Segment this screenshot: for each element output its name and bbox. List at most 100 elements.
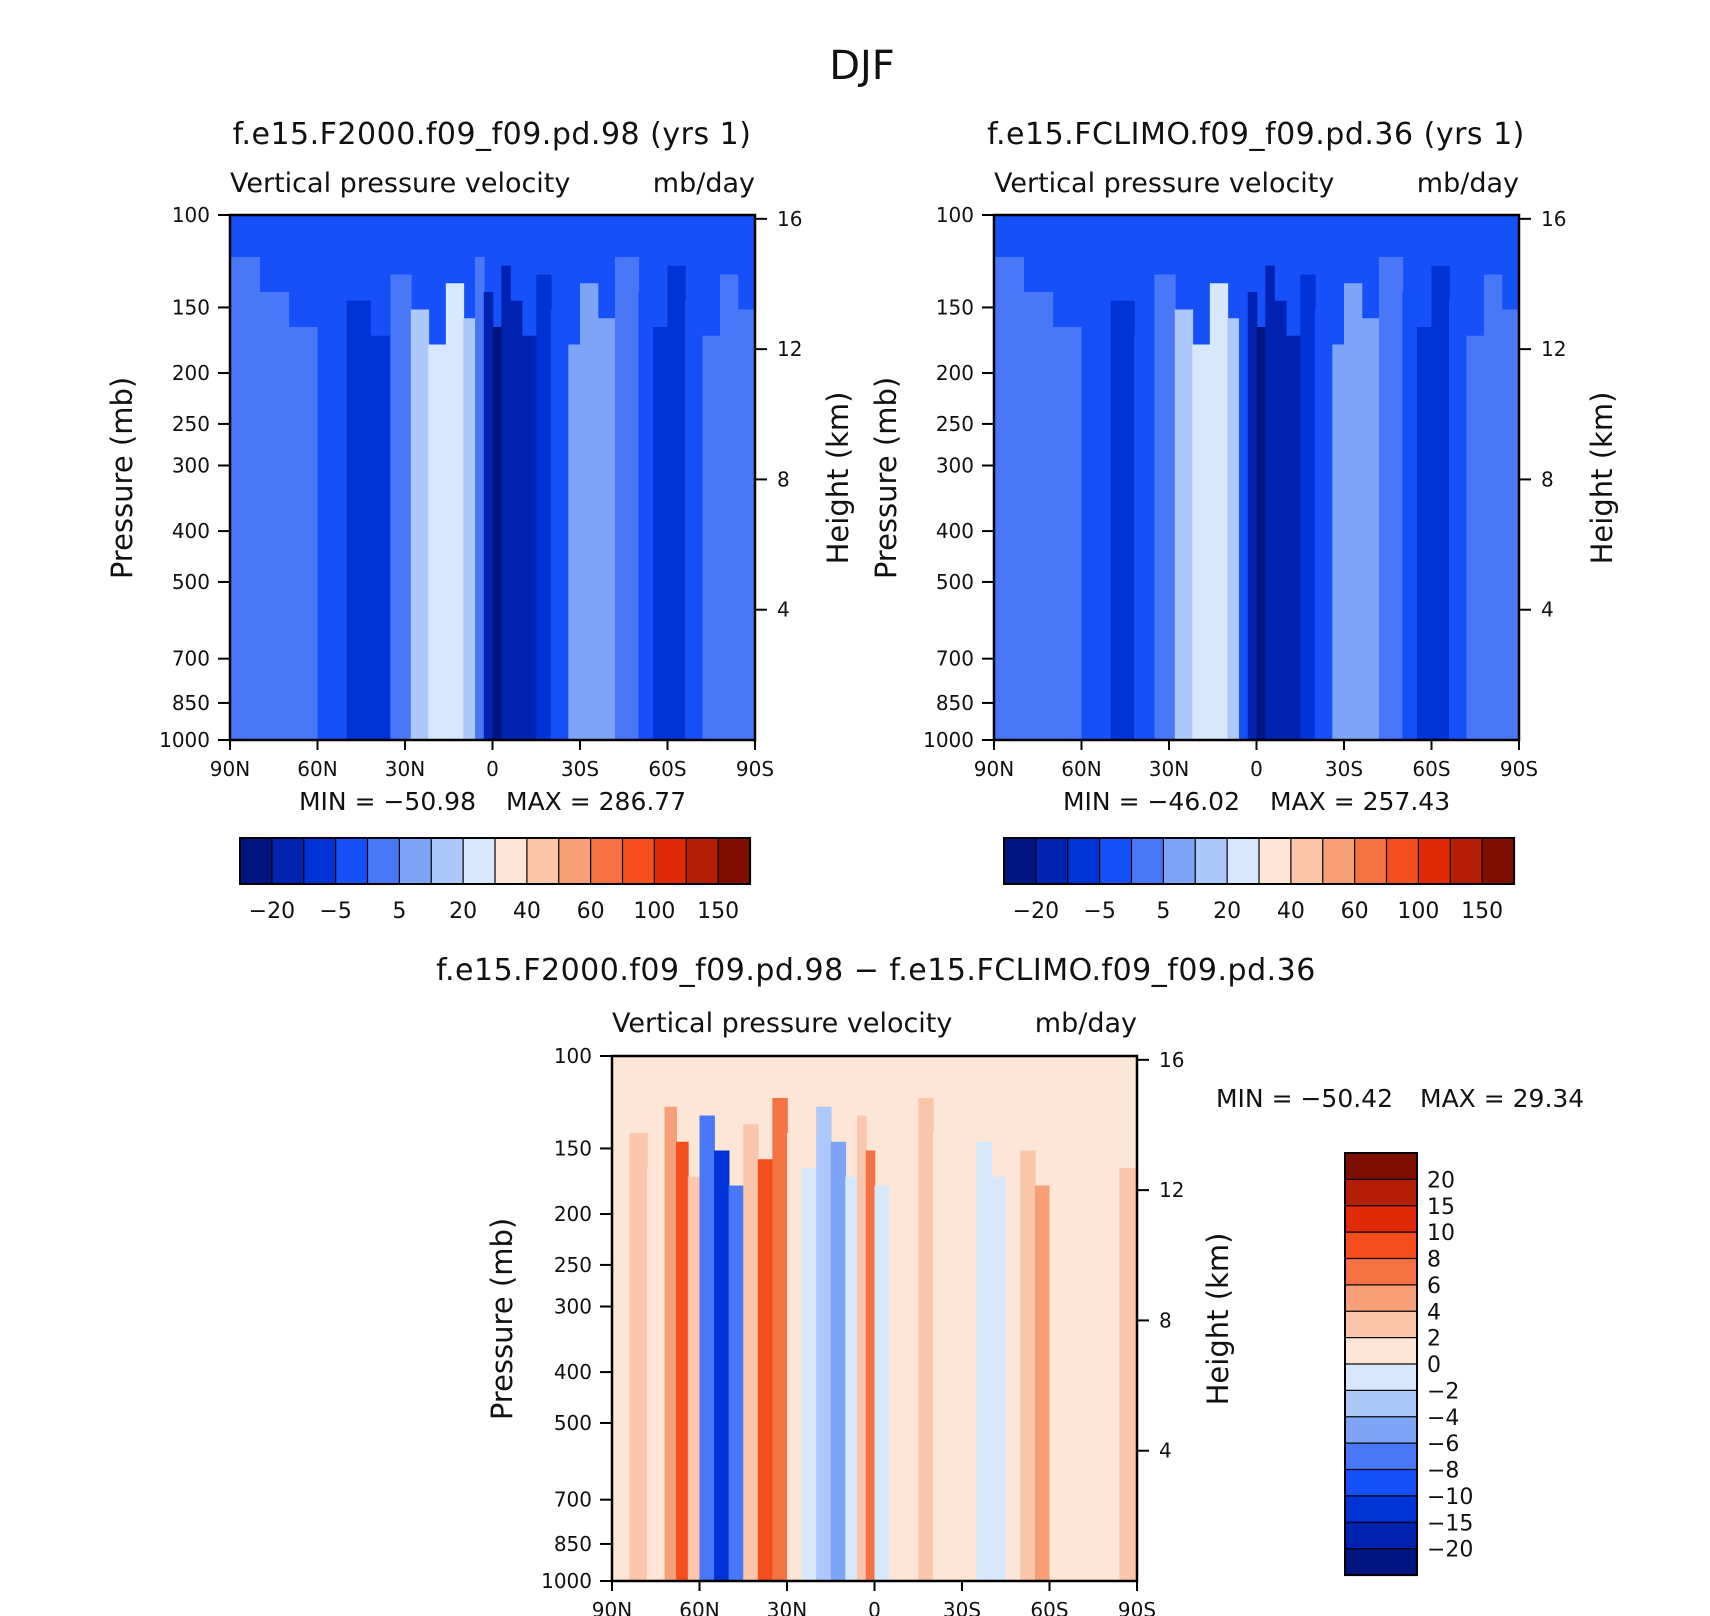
pressure-tick-label: 200 [554, 1202, 592, 1226]
colorbar-box [462, 837, 497, 885]
contour-band [801, 1168, 817, 1581]
colorbar: −20 −5 5 20 40 60 100 150 [239, 837, 752, 924]
colorbar-label: 8 [1427, 1248, 1441, 1273]
latitude-tick-label: 30S [561, 757, 599, 781]
contour-band [1416, 327, 1433, 740]
latitude-tick-label: 90N [592, 1598, 632, 1616]
colorbar-label: −15 [1427, 1511, 1473, 1536]
pressure-tick-label: 300 [936, 453, 974, 477]
contour-band [976, 1141, 992, 1581]
latitude-axis: 90N 60N 30N 0 30S 60S 90S [592, 1581, 1156, 1616]
contour-band [1209, 283, 1229, 740]
contour-band [1484, 274, 1503, 740]
colorbar-box [1099, 837, 1133, 885]
contour-band [1449, 300, 1468, 740]
panel-units: mb/day [1035, 1008, 1137, 1039]
pressure-tick-label: 500 [554, 1411, 592, 1435]
contour-band [568, 344, 581, 740]
colorbar-box [590, 837, 624, 885]
latitude-tick-label: 90N [210, 757, 250, 781]
contour-band [737, 309, 755, 740]
contour-band [1081, 265, 1112, 740]
pressure-tick-label: 100 [172, 203, 210, 227]
contour-band [1265, 265, 1275, 740]
contour-band [629, 1133, 648, 1581]
contour-band [676, 1141, 689, 1581]
contour-band [1005, 1115, 1022, 1581]
colorbar-label: 100 [633, 899, 675, 924]
height-tick-label: 16 [1541, 207, 1566, 231]
contour-band [370, 335, 392, 740]
contour-band [580, 283, 599, 740]
contour-band [1300, 274, 1316, 740]
y-axis-label: Pressure (mb) [105, 377, 139, 579]
panel-units: mb/day [1417, 168, 1519, 199]
colorbar-box [717, 837, 752, 885]
contour-band [638, 292, 654, 740]
colorbar-box [1194, 837, 1229, 885]
contour-band [932, 1133, 949, 1581]
colorbar-frame [239, 837, 751, 885]
colorbar-label: 10 [1427, 1221, 1455, 1246]
colorbar-box [303, 837, 337, 885]
contour-band [889, 1124, 905, 1581]
colorbar-label: −20 [1013, 899, 1059, 924]
contour-band [772, 1098, 788, 1581]
contour-band [728, 1185, 745, 1581]
height-tick-label: 12 [777, 337, 802, 361]
colorbar-box [1290, 837, 1324, 885]
latitude-tick-label: 0 [868, 1598, 881, 1616]
panel-f2000: f.e15.F2000.f09_f09.pd.98 (yrs 1) Vertic… [105, 117, 855, 924]
contour-band [410, 309, 430, 740]
colorbar-box [1344, 1152, 1418, 1181]
pressure-tick-label: 700 [936, 647, 974, 671]
max-label: MAX = 257.43 [1270, 787, 1450, 816]
pressure-tick-label: 150 [554, 1136, 592, 1160]
colorbar-box [1344, 1521, 1418, 1550]
colorbar-label: 20 [449, 899, 477, 924]
contour-band [288, 327, 319, 740]
contour-band [687, 1176, 701, 1581]
colorbar-box [1344, 1284, 1418, 1313]
contour-band [1052, 327, 1083, 740]
latitude-tick-label: 60S [648, 757, 686, 781]
latitude-tick-label: 60N [297, 757, 337, 781]
pressure-tick-label: 200 [936, 361, 974, 385]
pressure-tick-label: 850 [936, 691, 974, 715]
contour-band [1020, 1150, 1036, 1581]
colorbar-label: −10 [1427, 1485, 1473, 1510]
colorbar-box [1385, 837, 1420, 885]
pressure-tick-label: 1000 [159, 728, 210, 752]
contour-band [857, 1115, 867, 1581]
height-tick-label: 8 [1541, 467, 1554, 491]
figure-title: DJF [829, 43, 895, 89]
colorbar-label: 150 [697, 899, 739, 924]
colorbar-box [1035, 837, 1069, 885]
height-axis: 16 12 8 4 [755, 207, 802, 622]
latitude-tick-label: 60N [1061, 757, 1101, 781]
contour-band [962, 1106, 978, 1581]
colorbar-box [526, 837, 560, 885]
pressure-tick-label: 700 [554, 1488, 592, 1512]
pressure-tick-label: 400 [554, 1360, 592, 1384]
contour-band [1344, 283, 1363, 740]
colorbar-box [494, 837, 528, 885]
max-label: MAX = 286.77 [506, 787, 686, 816]
colorbar-box [1344, 1416, 1418, 1445]
max-label: MAX = 29.34 [1420, 1084, 1584, 1113]
contour-band [874, 1185, 890, 1581]
pressure-axis: 100 150 200 250 300 400 500 700 850 1000 [923, 203, 994, 752]
contour-band [475, 257, 485, 740]
colorbar-label: −4 [1427, 1406, 1459, 1431]
pressure-tick-label: 100 [554, 1044, 592, 1068]
contour-band [830, 1141, 847, 1581]
contour-band [615, 257, 640, 740]
contour-band [1332, 344, 1345, 740]
contour-band [1023, 292, 1054, 740]
contour-band [714, 1150, 730, 1581]
contour-band [501, 265, 511, 740]
colorbar-box [621, 837, 656, 885]
latitude-tick-label: 0 [1250, 757, 1263, 781]
colorbar-label: 4 [1427, 1300, 1441, 1325]
contour-band [1431, 265, 1450, 740]
